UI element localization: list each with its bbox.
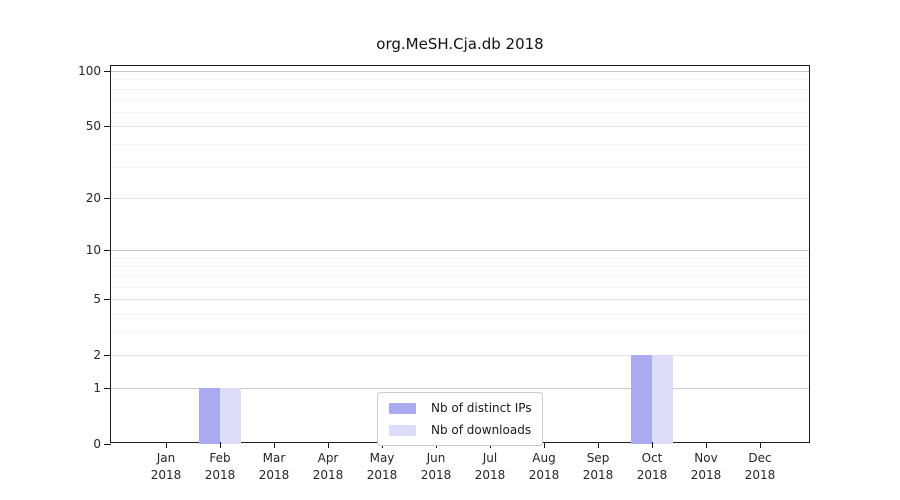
x-tick-label: May 2018 — [366, 451, 398, 482]
x-tick-label: Aug 2018 — [528, 451, 560, 482]
y-tick-label: 10 — [85, 243, 101, 258]
gridline — [111, 197, 809, 199]
legend-label-downloads: Nb of downloads — [431, 423, 532, 437]
gridline — [111, 143, 809, 145]
gridline — [111, 126, 809, 128]
y-tick — [104, 126, 111, 128]
x-tick — [220, 442, 221, 448]
gridline — [111, 332, 809, 333]
x-tick-label: Oct 2018 — [636, 451, 668, 482]
gridline — [111, 71, 809, 72]
gridline — [111, 286, 809, 288]
x-tick-label: Dec 2018 — [744, 451, 776, 482]
x-tick — [760, 442, 761, 448]
gridline — [111, 275, 809, 277]
gridline — [111, 166, 809, 168]
x-tick-label: Nov 2018 — [690, 451, 722, 482]
gridline — [111, 88, 809, 90]
legend-swatch-distinct-ips — [389, 402, 416, 414]
y-tick-label: 20 — [85, 190, 101, 205]
bar-distinct-ips — [199, 388, 220, 444]
gridline — [111, 79, 809, 81]
gridline — [111, 355, 809, 357]
gridline — [111, 313, 809, 315]
legend-row-downloads: Nb of downloads — [389, 422, 532, 438]
gridline — [111, 257, 809, 259]
x-tick — [706, 442, 707, 448]
legend-swatch-downloads — [389, 424, 416, 436]
y-tick — [104, 388, 111, 389]
x-tick-label: Jan 2018 — [150, 451, 182, 482]
x-tick-label: Mar 2018 — [258, 451, 290, 482]
bar-distinct-ips — [631, 355, 652, 444]
y-tick — [104, 250, 111, 252]
x-tick-label: Sep 2018 — [582, 451, 614, 482]
gridline — [111, 99, 809, 101]
x-tick-label: Apr 2018 — [312, 451, 344, 482]
x-tick — [598, 442, 599, 448]
chart-title: org.MeSH.Cja.db 2018 — [376, 35, 544, 53]
y-tick-label: 100 — [78, 64, 101, 78]
gridline — [111, 250, 809, 252]
y-tick — [104, 71, 111, 72]
y-tick — [104, 197, 111, 199]
legend: Nb of distinct IPs Nb of downloads — [377, 392, 543, 446]
y-tick-label: 1 — [93, 381, 101, 395]
x-tick — [274, 442, 275, 448]
plot-area: 0 1 2 5 10 20 50 100 Jan 2018 Feb 2018 Mar 2018 Apr 201… — [78, 64, 810, 482]
x-tick — [166, 442, 167, 448]
y-tick — [104, 355, 111, 357]
gridline — [111, 299, 809, 301]
y-tick — [104, 444, 111, 445]
x-tick — [544, 442, 545, 448]
y-tick-label: 50 — [85, 119, 101, 134]
x-tick — [328, 442, 329, 448]
legend-row-distinct-ips: Nb of distinct IPs — [389, 400, 532, 416]
x-tick-label: Jun 2018 — [420, 451, 452, 482]
y-tick — [104, 299, 111, 301]
y-tick-label: 5 — [93, 292, 101, 307]
y-tick-label: 2 — [93, 348, 101, 363]
bar-downloads — [652, 355, 673, 444]
legend-label-distinct-ips: Nb of distinct IPs — [431, 401, 532, 415]
y-tick-label: 0 — [93, 437, 101, 451]
x-tick — [652, 442, 653, 448]
x-tick-label: Jul 2018 — [474, 451, 506, 482]
gridline — [111, 388, 809, 389]
gridline — [111, 266, 809, 268]
gridline — [111, 111, 809, 113]
bar-downloads — [220, 388, 241, 444]
x-tick-label: Feb 2018 — [204, 451, 236, 482]
